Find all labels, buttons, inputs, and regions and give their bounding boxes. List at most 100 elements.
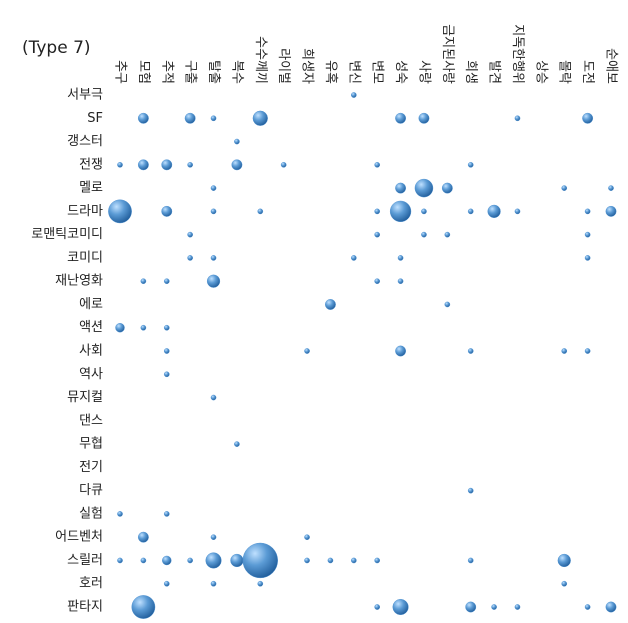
x-tick-label: 금지된사랑 — [440, 24, 455, 84]
bubble — [304, 534, 310, 540]
bubble — [444, 231, 451, 238]
bubble — [137, 159, 149, 171]
chart-title: (Type 7) — [22, 38, 91, 58]
bubble — [137, 112, 149, 124]
x-tick-label: 희생 — [463, 60, 478, 84]
bubble — [389, 200, 412, 222]
x-tick-label: 수수께끼 — [253, 36, 268, 84]
x-tick-label: 추적 — [159, 60, 174, 84]
bubble — [115, 323, 125, 333]
bubble — [584, 255, 591, 261]
bubble — [561, 348, 568, 354]
bubble — [395, 112, 406, 124]
bubble — [304, 348, 310, 354]
bubble — [163, 324, 170, 331]
bubble — [210, 185, 217, 191]
bubble — [441, 182, 453, 194]
bubble — [210, 208, 217, 215]
x-tick-label: 복수 — [229, 60, 244, 84]
bubble — [117, 511, 123, 517]
y-tick-label: 어드벤처 — [55, 530, 103, 545]
bubble — [162, 555, 172, 566]
y-tick-label: 로맨틱코미디 — [31, 227, 103, 242]
bubble — [418, 112, 430, 124]
bubble — [205, 552, 222, 569]
bubble — [557, 553, 571, 568]
x-tick-label: 유혹 — [323, 60, 338, 84]
bubble — [395, 182, 406, 194]
bubble — [584, 208, 591, 215]
bubble — [163, 580, 170, 587]
bubble — [206, 274, 221, 288]
bubble — [325, 299, 336, 310]
y-tick-label: 멜로 — [79, 181, 103, 196]
x-tick-label: 탈출 — [206, 60, 221, 84]
x-tick-label: 변모 — [370, 60, 385, 84]
y-tick-label: 서부극 — [67, 88, 103, 103]
x-tick-label: 발견 — [487, 60, 502, 84]
bubble — [351, 255, 357, 261]
bubble — [467, 162, 474, 168]
bubble — [163, 348, 170, 354]
bubble — [327, 557, 334, 564]
x-tick-label: 순애보 — [604, 48, 619, 84]
bubble — [210, 534, 217, 540]
y-tick-label: 재난영화 — [55, 274, 103, 289]
bubble — [163, 371, 170, 378]
x-tick-label: 도전 — [580, 60, 595, 84]
bubble — [231, 159, 243, 171]
y-tick-label: 뮤지컬 — [67, 390, 103, 405]
bubble — [608, 185, 614, 191]
bubble — [304, 557, 310, 564]
bubble — [187, 255, 193, 261]
bubble — [163, 278, 170, 284]
y-tick-label: 액션 — [79, 320, 103, 335]
x-tick-label: 지독한행위 — [510, 24, 526, 84]
y-tick-label: 전쟁 — [79, 157, 103, 172]
bubble — [374, 278, 380, 284]
bubble — [140, 324, 147, 331]
x-tick-label: 몰락 — [557, 60, 572, 84]
bubble — [252, 110, 268, 126]
bubble — [187, 231, 193, 238]
y-tick-label: 실험 — [79, 506, 103, 521]
bubble — [257, 580, 264, 587]
y-tick-label: 판타지 — [67, 600, 103, 615]
bubble — [605, 601, 617, 613]
bubble — [491, 604, 497, 610]
bubble — [374, 208, 380, 215]
bubble — [242, 542, 278, 579]
bubble — [444, 301, 451, 308]
bubble — [395, 345, 406, 357]
bubble — [257, 208, 264, 215]
bubble — [397, 255, 404, 261]
bubble — [184, 112, 196, 124]
bubble — [140, 557, 147, 564]
x-tick-label: 모험 — [136, 60, 151, 84]
y-tick-label: 에로 — [79, 297, 103, 312]
bubble — [584, 348, 591, 354]
y-tick-label: 사회 — [79, 344, 103, 359]
bubble — [234, 441, 240, 447]
bubble — [465, 601, 477, 613]
bubble — [137, 531, 149, 543]
bubble — [487, 204, 501, 218]
bubble — [374, 162, 380, 168]
bubble — [187, 162, 193, 168]
bubble — [584, 231, 591, 238]
y-tick-label: 스릴러 — [67, 553, 103, 568]
bubble — [230, 553, 244, 568]
bubble — [140, 278, 147, 284]
x-tick-label: 추구 — [113, 60, 128, 84]
bubble — [392, 599, 409, 616]
y-tick-label: 갱스터 — [67, 134, 103, 149]
bubble — [584, 604, 591, 610]
bubble — [210, 255, 217, 261]
y-tick-label: 전기 — [79, 460, 103, 475]
bubble — [187, 557, 193, 564]
x-tick-label: 사랑 — [416, 60, 431, 84]
y-tick-label: 역사 — [79, 367, 103, 382]
bubble — [374, 557, 380, 564]
bubble — [374, 231, 380, 238]
